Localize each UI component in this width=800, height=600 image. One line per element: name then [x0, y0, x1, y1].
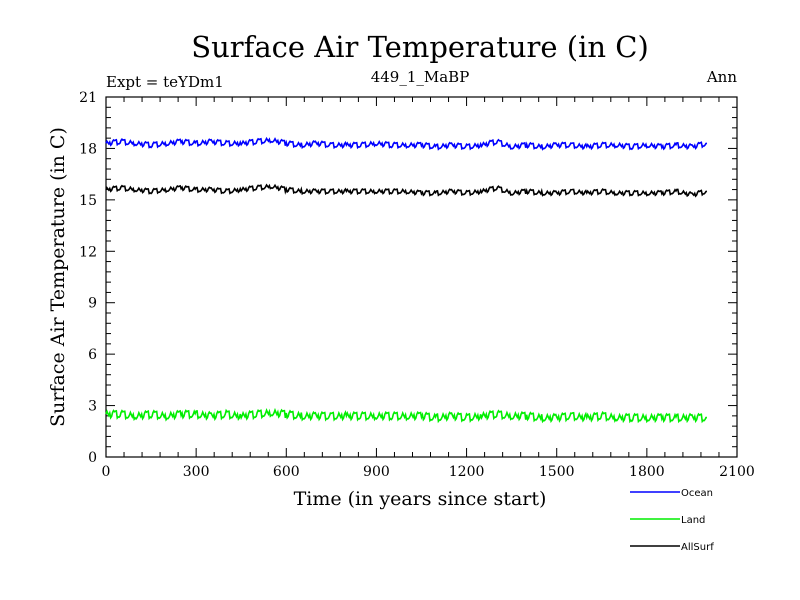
legend-label-land: Land [681, 515, 705, 526]
y-tick-label: 18 [79, 141, 97, 157]
x-tick-label: 1200 [449, 464, 485, 480]
x-tick-label: 900 [363, 464, 390, 480]
chart-title: Surface Air Temperature (in C) [191, 30, 649, 64]
y-tick-label: 15 [79, 193, 97, 209]
y-tick-label: 21 [79, 90, 97, 106]
season-label: Ann [706, 68, 737, 86]
series-line-allsurf [105, 183, 708, 198]
x-tick-label: 600 [273, 464, 300, 480]
y-tick-labels: 0 3 6 9 12 15 18 21 [79, 90, 97, 466]
x-tick-labels: 0 300 600 900 1200 1500 1800 2100 [102, 464, 755, 480]
y-axis-label: Surface Air Temperature (in C) [47, 127, 69, 427]
y-tick-label: 0 [88, 450, 97, 466]
y-tick-label: 12 [79, 244, 97, 260]
run-label: 449_1_MaBP [371, 68, 470, 86]
y-tick-label: 3 [88, 399, 97, 415]
legend-label-allsurf: AllSurf [681, 542, 714, 553]
y-tick-label: 6 [88, 347, 97, 363]
x-axis-label: Time (in years since start) [294, 488, 547, 510]
axis-ticks [105, 96, 738, 458]
plot-area-frame [105, 96, 738, 458]
x-tick-label: 2100 [719, 464, 755, 480]
x-tick-label: 300 [183, 464, 210, 480]
x-tick-label: 0 [102, 464, 111, 480]
legend: Ocean Land AllSurf [630, 488, 714, 553]
series-lines [105, 136, 708, 424]
legend-label-ocean: Ocean [681, 488, 713, 499]
y-tick-label: 9 [88, 296, 97, 312]
experiment-label: Expt = teYDm1 [106, 73, 224, 91]
x-tick-label: 1800 [629, 464, 665, 480]
x-tick-label: 1500 [539, 464, 575, 480]
series-line-ocean [105, 136, 708, 151]
series-line-land [105, 407, 707, 424]
